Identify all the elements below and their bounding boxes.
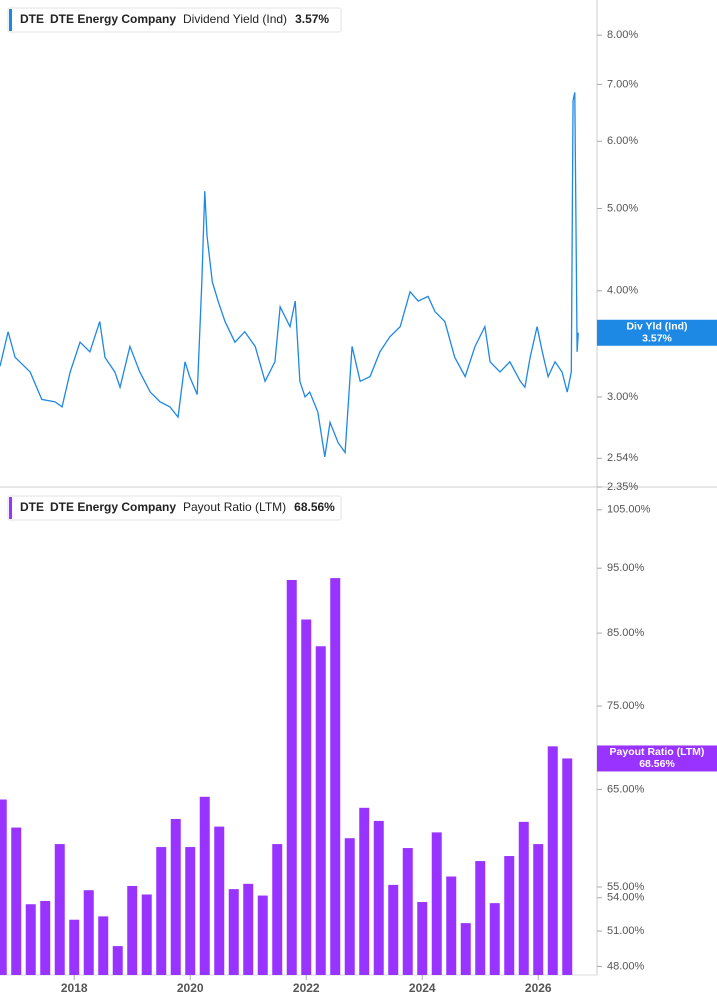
y-tick-label: 2.54% — [607, 452, 638, 464]
value-tag — [597, 745, 717, 772]
bar — [518, 821, 529, 975]
x-tick-label: 2018 — [61, 981, 88, 995]
bar — [330, 578, 341, 975]
line — [0, 92, 579, 457]
x-tick-label: 2020 — [177, 981, 204, 995]
bar — [301, 619, 312, 975]
bar — [475, 861, 486, 975]
x-tick-label: 2026 — [525, 981, 552, 995]
header-swatch — [9, 497, 12, 519]
value-tag-name: Div Yld (Ind) — [626, 321, 687, 333]
bar — [359, 807, 370, 975]
bar — [54, 844, 65, 975]
y-tick-label: 85.00% — [607, 627, 645, 639]
y-tick-label: 8.00% — [607, 29, 638, 41]
series-name: Dividend Yield (Ind) — [183, 12, 287, 26]
bar — [286, 579, 297, 975]
bar — [533, 844, 544, 975]
y-tick-label: 7.00% — [607, 78, 638, 90]
y-tick-label: 51.00% — [607, 925, 645, 937]
y-tick-label: 75.00% — [607, 700, 645, 712]
y-tick-label: 55.00% — [607, 881, 645, 893]
current-value: 68.56% — [294, 500, 335, 514]
bar — [170, 819, 181, 975]
bar — [83, 890, 94, 975]
y-tick-label: 105.00% — [607, 504, 651, 516]
bar — [228, 889, 239, 975]
series-name: Payout Ratio (LTM) — [183, 500, 286, 514]
bar — [388, 884, 399, 975]
current-value: 3.57% — [295, 12, 329, 26]
bar — [431, 832, 442, 975]
bar — [11, 827, 22, 975]
bar — [112, 946, 123, 975]
bar — [0, 799, 7, 975]
value-tag-value: 68.56% — [639, 758, 675, 770]
y-tick-label: 5.00% — [607, 202, 638, 214]
bar — [504, 856, 515, 975]
bar — [185, 847, 196, 975]
bar — [98, 916, 109, 975]
company: DTE Energy Company — [50, 500, 176, 514]
bar — [562, 758, 573, 975]
bar — [547, 746, 558, 975]
y-tick-label: 4.00% — [607, 285, 638, 297]
x-tick-label: 2022 — [293, 981, 320, 995]
y-tick-label: 2.35% — [607, 481, 638, 493]
y-tick-label: 3.00% — [607, 391, 638, 403]
header-box — [7, 495, 342, 521]
bar — [373, 820, 384, 975]
value-tag — [597, 319, 717, 346]
value-tag-name: Payout Ratio (LTM) — [610, 746, 705, 758]
bar — [257, 895, 268, 975]
header-box — [7, 7, 342, 33]
y-tick-label: 48.00% — [607, 960, 645, 972]
bar — [272, 844, 283, 975]
bar — [489, 903, 500, 975]
bar — [446, 876, 457, 975]
y-tick-label: 95.00% — [607, 562, 645, 574]
y-tick-label: 65.00% — [607, 783, 645, 795]
ticker: DTE — [20, 12, 44, 26]
bar — [40, 900, 51, 975]
bar — [156, 847, 167, 975]
bar — [214, 826, 225, 975]
bar — [315, 646, 326, 975]
value-tag-value: 3.57% — [642, 333, 672, 345]
bar — [402, 848, 413, 975]
bar — [460, 923, 471, 975]
bar — [25, 904, 36, 975]
header-swatch — [9, 9, 12, 31]
ticker: DTE — [20, 500, 44, 514]
bar — [417, 902, 428, 975]
x-tick-label: 2024 — [409, 981, 436, 995]
bar — [344, 838, 355, 975]
bar — [199, 796, 210, 975]
bar — [127, 885, 138, 975]
y-tick-label: 54.00% — [607, 892, 645, 904]
bar — [243, 883, 254, 975]
y-tick-label: 6.00% — [607, 135, 638, 147]
bar — [141, 894, 152, 975]
bar — [69, 919, 80, 975]
company: DTE Energy Company — [50, 12, 176, 26]
